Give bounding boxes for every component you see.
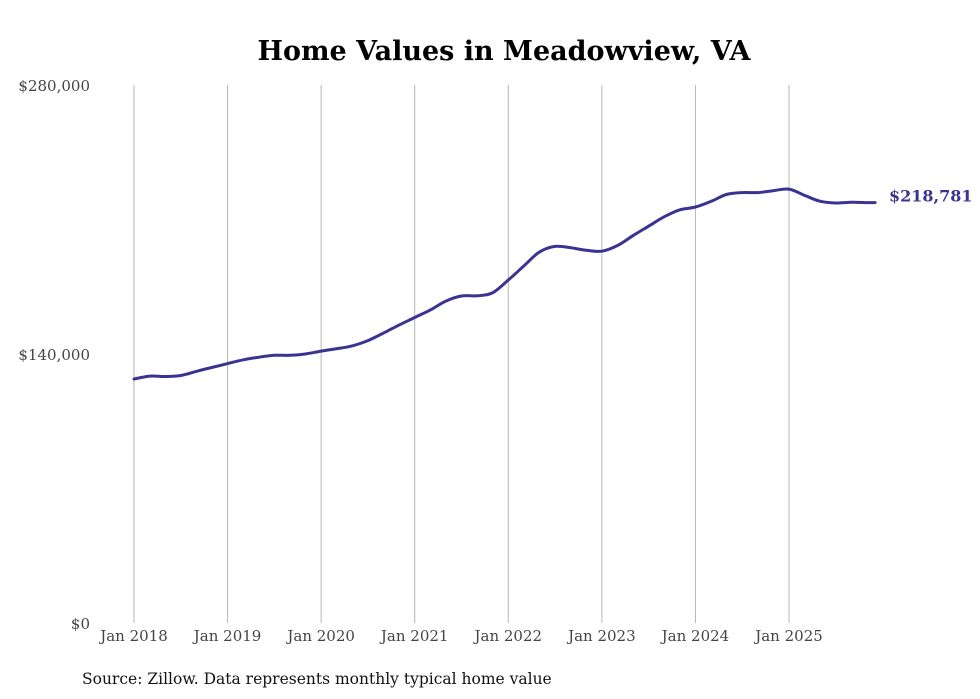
y-tick-label-2: $280,000 <box>18 77 90 95</box>
chart-title: Home Values in Meadowview, VA <box>257 36 751 67</box>
x-axis-tick-labels: Jan 2018 Jan 2019 Jan 2020 Jan 2021 Jan 2022… <box>98 627 823 645</box>
y-tick-label-1: $140,000 <box>18 346 90 364</box>
series-line-0 <box>132 187 877 381</box>
source-note: Source: Zillow. Data represents monthly … <box>82 670 552 688</box>
x-tick-label-7: Jan 2025 <box>753 627 823 645</box>
y-tick-label-0: $0 <box>71 615 90 633</box>
x-tick-label-4: Jan 2022 <box>473 627 543 645</box>
x-tick-label-6: Jan 2024 <box>660 627 730 645</box>
x-tick-label-2: Jan 2020 <box>285 627 355 645</box>
x-tick-label-3: Jan 2021 <box>379 627 449 645</box>
x-tick-label-1: Jan 2019 <box>192 627 262 645</box>
y-axis-tick-labels: $0 $140,000 $280,000 <box>18 77 90 633</box>
x-tick-label-5: Jan 2023 <box>566 627 636 645</box>
series-end-value-label-0: $218,781 <box>889 187 973 206</box>
x-tick-label-0: Jan 2018 <box>98 627 168 645</box>
gridlines <box>133 85 790 623</box>
series-lines: $218,781 <box>132 187 973 381</box>
